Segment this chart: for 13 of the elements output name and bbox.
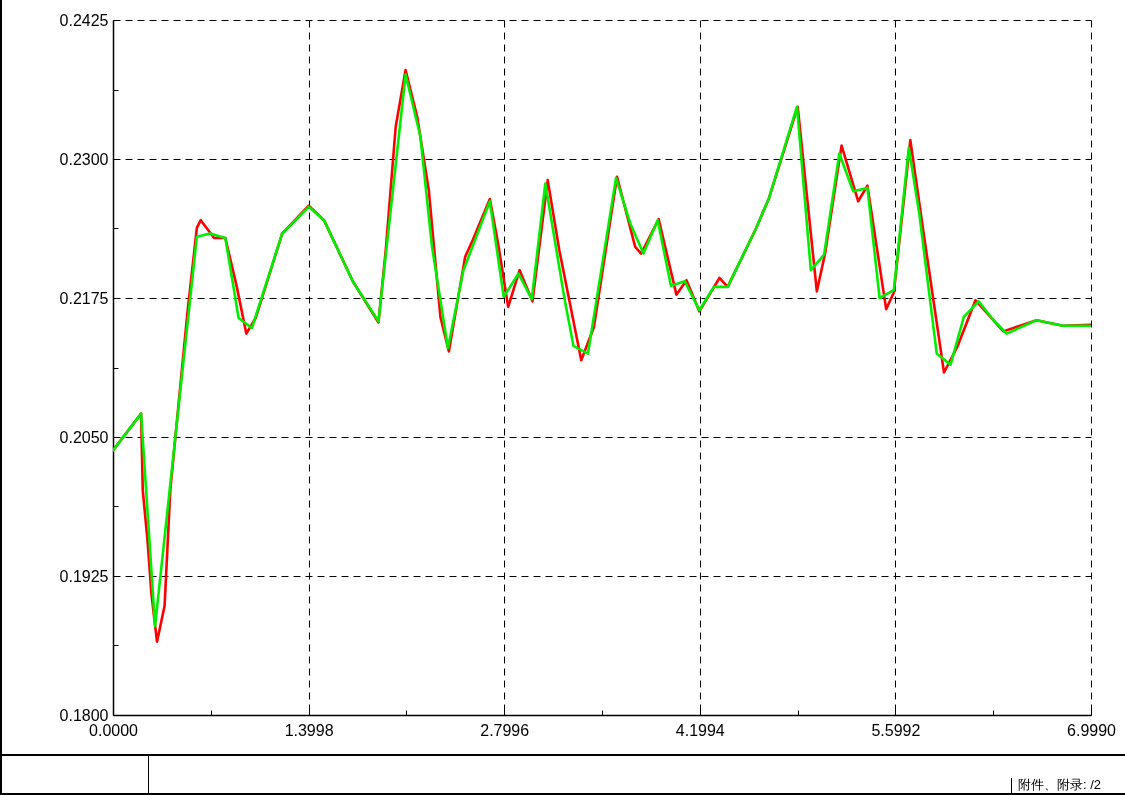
y-tick-label: 0.1800: [59, 706, 109, 724]
y-tick-label: 0.1925: [59, 567, 109, 585]
text: 附件、附录: /2: [1018, 776, 1102, 794]
x-tick-label: 5.5992: [871, 721, 921, 739]
x-tick-label: 6.9990: [1067, 721, 1117, 739]
x-tick-label: 0.0000: [89, 721, 139, 739]
x-tick-label: 2.7996: [480, 721, 530, 739]
x-tick-label: 4.1994: [675, 721, 725, 739]
x-tick-label: 1.3998: [284, 721, 334, 739]
y-tick-label: 0.2425: [59, 11, 109, 29]
y-tick-label: 0.2175: [59, 289, 109, 307]
y-tick-label: 0.2050: [59, 428, 109, 446]
y-tick-label: 0.2300: [59, 150, 109, 168]
